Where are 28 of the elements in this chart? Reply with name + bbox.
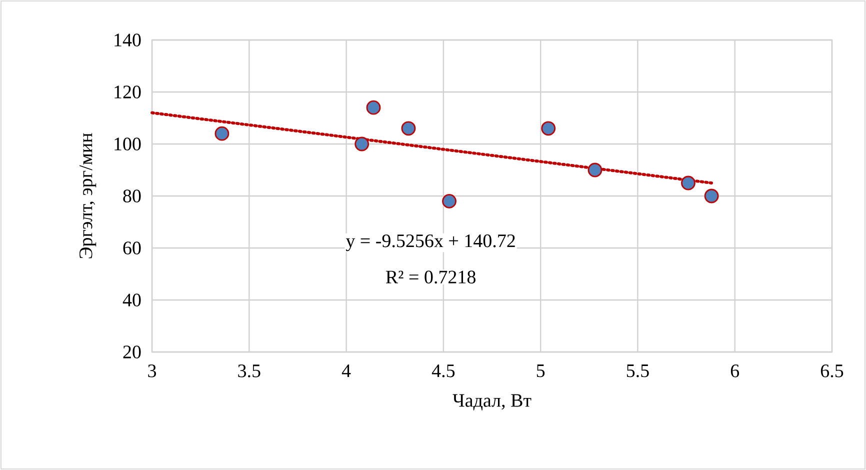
x-tick-label: 5.5 <box>626 364 649 378</box>
point <box>588 162 602 178</box>
x-tick-label: 6 <box>730 364 740 378</box>
y-tick-label: 100 <box>114 138 141 150</box>
point <box>541 121 556 136</box>
x-tick-label: 4.5 <box>432 364 455 378</box>
x-axis-title: Чадал, Вт <box>452 394 532 410</box>
y-tick-label: 120 <box>114 86 141 98</box>
point <box>704 188 719 204</box>
annotation: R² = 0.7218 <box>386 270 476 284</box>
point <box>366 100 381 115</box>
x-tick-label: 6.5 <box>820 364 844 378</box>
annotation: y = -9.5256x + 140.72 <box>346 234 515 252</box>
y-tick-label: 20 <box>123 346 141 358</box>
point <box>401 121 416 136</box>
point <box>442 194 456 208</box>
x-tick-label: 3.5 <box>238 364 260 378</box>
y-axis-title: Эргэлт, эрг/мин <box>79 133 96 258</box>
point <box>681 176 696 190</box>
x-tick-label: 3 <box>148 364 156 378</box>
x-tick-label: 5 <box>536 364 545 378</box>
y-tick-label: 80 <box>123 190 141 202</box>
y-tick-label: 40 <box>122 294 141 306</box>
y-tick-label: 140 <box>114 34 141 46</box>
x-tick-label: 4 <box>342 364 351 378</box>
point <box>214 126 230 141</box>
y-tick-label: 60 <box>123 242 141 254</box>
point <box>354 136 370 152</box>
